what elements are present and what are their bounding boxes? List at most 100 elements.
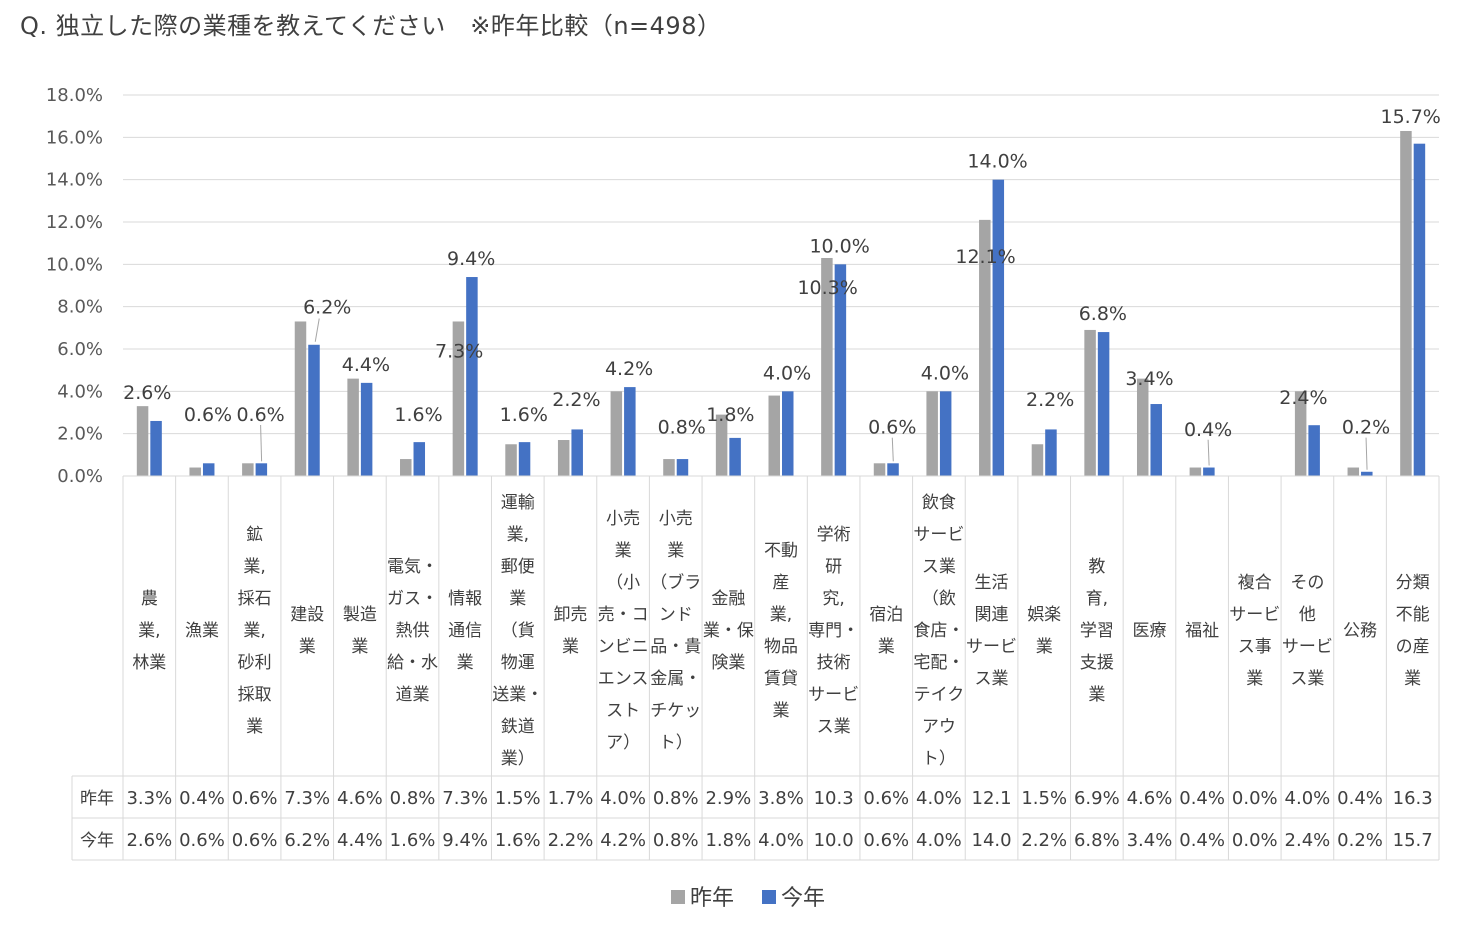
category-label: 品・貴 (650, 637, 701, 657)
category-label: 飲食 (922, 493, 956, 513)
table-cell-last-year: 0.4% (1337, 788, 1383, 809)
data-label-this-year: 2.2% (1026, 389, 1074, 411)
category-label: 不動 (764, 541, 798, 561)
data-label-this-year: 9.4% (447, 248, 495, 270)
bar-last-year (505, 444, 517, 476)
table-cell-last-year: 7.3% (442, 788, 488, 809)
category-label: 業 (457, 653, 474, 673)
category-label: 業, (507, 525, 529, 545)
category-label: 支援 (1080, 653, 1114, 673)
table-cell-last-year: 0.8% (653, 788, 699, 809)
chart-title: Q. 独立した際の業種を教えてください ※昨年比較（n=498） (20, 12, 722, 40)
category-label: アウ (922, 717, 956, 737)
data-label-this-year: 0.4% (1184, 419, 1232, 441)
y-tick-label: 6.0% (57, 339, 103, 360)
data-label-this-year: 14.0% (967, 151, 1027, 173)
category-label: サービ (966, 637, 1017, 657)
data-label-this-year: 4.2% (605, 358, 653, 380)
category-label: 郵便 (501, 557, 535, 577)
category-label: ア） (606, 733, 640, 753)
category-label: ンド (659, 605, 693, 625)
bar-this-year (255, 463, 268, 476)
y-tick-label: 16.0% (46, 127, 103, 148)
category-label: （貨 (501, 621, 535, 641)
category-label: サービ (808, 685, 859, 705)
table-cell-this-year: 3.4% (1127, 830, 1173, 851)
table-cell-this-year: 4.2% (600, 830, 646, 851)
bar-last-year (242, 463, 254, 476)
category-label: 売・コ (598, 605, 649, 625)
category-label: 生活 (975, 573, 1009, 593)
category-label: 業 (878, 637, 895, 657)
bar-this-year (466, 277, 478, 476)
category-label: 業 (615, 541, 632, 561)
data-label-this-year: 6.2% (303, 296, 351, 318)
bar-last-year (873, 463, 886, 476)
category-label: ト） (659, 733, 693, 753)
category-label: 食店・ (913, 621, 964, 641)
table-cell-last-year: 0.0% (1232, 788, 1278, 809)
category-label: 宿泊 (869, 605, 903, 625)
data-label-this-year: 0.6% (868, 417, 916, 439)
bar-last-year (400, 459, 412, 476)
category-label: テイク (914, 685, 965, 705)
table-cell-this-year: 2.4% (1285, 830, 1331, 851)
bar-this-year (1150, 404, 1162, 476)
category-label: その (1290, 573, 1324, 593)
leader-line (1365, 437, 1368, 470)
bar-this-year (887, 463, 899, 476)
bar-last-year (1189, 467, 1202, 476)
data-label-this-year: 15.7% (1381, 106, 1441, 128)
table-cell-this-year: 4.0% (916, 830, 962, 851)
y-tick-label: 8.0% (57, 297, 103, 318)
table-cell-last-year: 0.8% (390, 788, 436, 809)
y-tick-label: 4.0% (57, 381, 103, 402)
table-cell-last-year: 1.5% (495, 788, 541, 809)
data-label-last-year: 7.3% (435, 340, 483, 362)
table-cell-this-year: 10.0 (814, 830, 854, 851)
category-label: チケッ (650, 701, 701, 721)
table-cell-this-year: 0.8% (653, 830, 699, 851)
bar-last-year (926, 391, 938, 476)
category-label: ト） (922, 749, 956, 769)
category-label: 産 (773, 573, 790, 593)
data-label-this-year: 2.6% (123, 382, 171, 404)
category-label: 業, (770, 605, 792, 625)
bar-this-year (782, 391, 794, 476)
bar-this-year (1413, 143, 1426, 476)
bar-last-year (1031, 444, 1044, 476)
category-label: 製造 (343, 605, 377, 625)
category-label: 業 (562, 637, 579, 657)
bar-last-year (663, 459, 675, 476)
data-label-this-year: 10.0% (809, 235, 869, 257)
legend-swatch-last-year (671, 890, 685, 904)
category-label: 熱供 (396, 621, 430, 641)
table-cell-last-year: 3.8% (758, 788, 804, 809)
bar-last-year (1136, 378, 1149, 476)
legend-label-this-year: 今年 (781, 886, 825, 911)
table-cell-last-year: 4.6% (1127, 788, 1173, 809)
category-label: 金属・ (650, 669, 701, 689)
category-label: 金融 (711, 589, 745, 609)
category-label: 業 (667, 541, 684, 561)
bar-this-year (729, 437, 741, 476)
bar-this-year (1097, 332, 1110, 476)
category-label: 業 (246, 717, 263, 737)
category-label: サービ (1229, 605, 1280, 625)
category-label: 業 (299, 637, 316, 657)
bar-this-year (413, 442, 426, 476)
category-label: 砂利 (238, 653, 272, 673)
table-cell-last-year: 6.9% (1074, 788, 1120, 809)
category-label: 小売 (659, 509, 693, 529)
table-cell-this-year: 0.0% (1232, 830, 1278, 851)
data-label-this-year: 0.8% (658, 417, 706, 439)
category-label: 教 (1088, 557, 1105, 577)
bar-this-year (1308, 425, 1320, 476)
category-label: ガス・ (387, 589, 438, 609)
category-label: 学術 (817, 525, 851, 545)
data-label-this-year: 1.6% (394, 404, 442, 426)
category-label: サービ (1282, 637, 1333, 657)
category-label: 給・水 (387, 653, 438, 673)
bar-last-year (1294, 391, 1307, 476)
bar-last-year (347, 378, 359, 476)
